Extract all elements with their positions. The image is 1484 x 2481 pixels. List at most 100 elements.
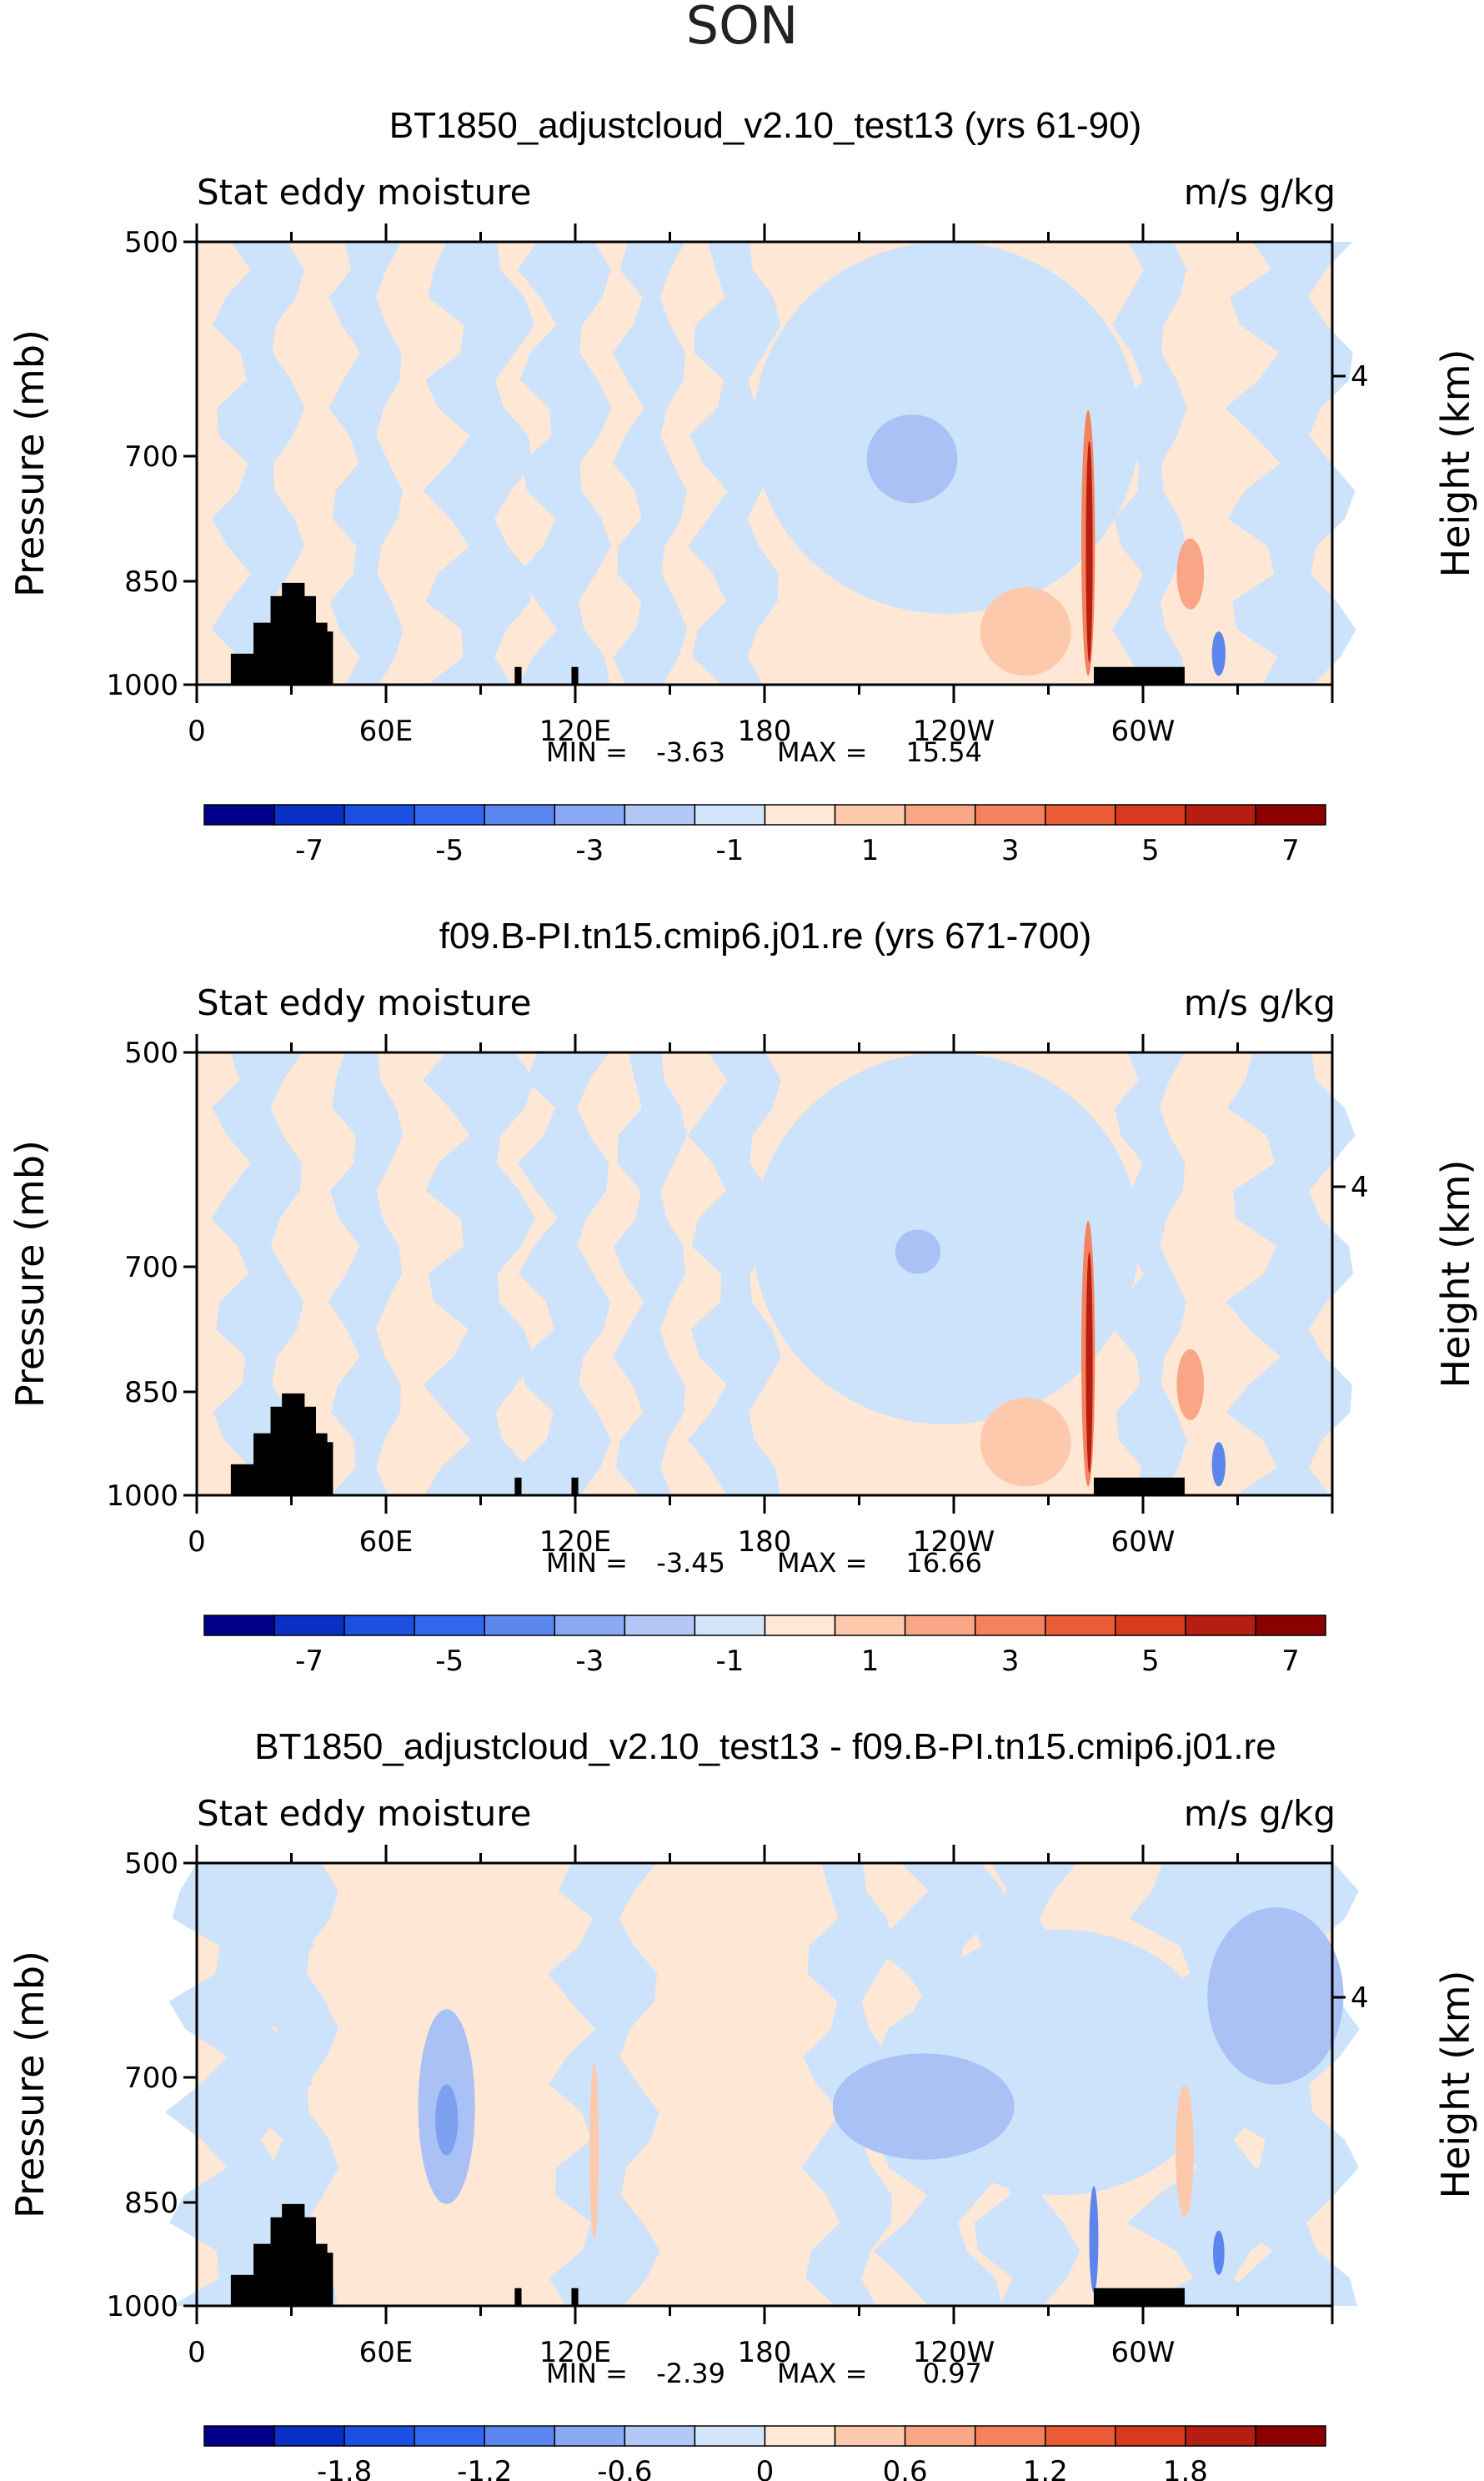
terrain-block xyxy=(1093,666,1185,685)
colorbar-swatch xyxy=(764,2425,836,2447)
units-label: m/s g/kg xyxy=(1184,982,1336,1023)
panel-title: BT1850_adjustcloud_v2.10_test13 (yrs 61-… xyxy=(389,105,1142,146)
panel-title: BT1850_adjustcloud_v2.10_test13 - f09.B-… xyxy=(254,1726,1276,1767)
colorbar-swatch xyxy=(414,2425,485,2447)
contour-plot xyxy=(197,1052,1356,1495)
terrain-block xyxy=(287,2252,333,2306)
panel-title: f09.B-PI.tn15.cmip6.j01.re (yrs 671-700) xyxy=(439,916,1092,957)
colorbar-swatch xyxy=(484,804,556,826)
variable-label: Stat eddy moisture xyxy=(197,982,531,1023)
y-right-axis-label: Height (km) xyxy=(1433,1970,1478,2198)
y-right-axis-label: Height (km) xyxy=(1433,349,1478,577)
colorbar-swatch xyxy=(974,1615,1046,1636)
positive-contour xyxy=(980,1398,1071,1487)
colorbar: -7 -5 -3 -1 1 3 5 7 xyxy=(203,804,1326,867)
colorbar-label: -3 xyxy=(575,834,604,867)
colorbar-swatch xyxy=(1185,1615,1256,1636)
negative-contour xyxy=(423,242,535,685)
min-label: MIN = xyxy=(546,736,628,768)
colorbar-label: -1.8 xyxy=(317,2455,372,2481)
colorbar-swatch xyxy=(694,1615,766,1636)
variable-label: Stat eddy moisture xyxy=(197,172,531,213)
y-tick-label: 850 xyxy=(124,2187,178,2220)
colorbar-swatch xyxy=(1045,804,1116,826)
negative-contour xyxy=(688,242,781,685)
y-right-tick-label: 4 xyxy=(1351,1981,1369,2015)
colorbar-swatch xyxy=(554,2425,626,2447)
negative-contour xyxy=(612,242,688,685)
colorbar-swatch xyxy=(1255,2425,1326,2447)
colorbar-swatch xyxy=(273,804,345,826)
colorbar-swatch xyxy=(904,1615,976,1636)
negative-contour xyxy=(211,1052,305,1495)
colorbar-swatch xyxy=(694,804,766,826)
colorbar-label: 1.2 xyxy=(1023,2455,1068,2481)
positive-contour-strong xyxy=(1085,1251,1093,1474)
terrain-block xyxy=(571,666,579,685)
positive-contour-strong xyxy=(1085,440,1093,663)
y-tick-label: 500 xyxy=(124,226,178,259)
panel-1: BT1850_adjustcloud_v2.10_test13 (yrs 61-… xyxy=(8,105,1478,867)
colorbar-swatch xyxy=(343,2425,415,2447)
negative-contour xyxy=(328,1052,404,1495)
x-tick-label: 60E xyxy=(359,1525,414,1559)
negative-contour xyxy=(753,242,1140,615)
negative-contour-strong xyxy=(1207,1907,1344,2085)
positive-contour xyxy=(589,2062,599,2240)
y-axis-label: Pressure (mb) xyxy=(8,329,53,597)
colorbar-label: 1 xyxy=(861,1645,880,1678)
colorbar-swatch xyxy=(1115,804,1186,826)
x-tick-label: 0 xyxy=(188,2336,206,2369)
negative-contour xyxy=(1111,1052,1187,1495)
colorbar-label: 1.8 xyxy=(1163,2455,1208,2481)
x-tick-label: 120E xyxy=(539,715,611,748)
negative-contour-strong xyxy=(1212,2230,1225,2275)
min-label: MIN = xyxy=(546,1547,628,1579)
x-tick-label: 0 xyxy=(188,715,206,748)
positive-contour xyxy=(980,587,1071,676)
colorbar-swatch xyxy=(1045,1615,1116,1636)
colorbar-swatch xyxy=(974,804,1046,826)
colorbar-swatch xyxy=(554,1615,626,1636)
min-value: -2.39 xyxy=(656,2358,725,2389)
min-value: -3.63 xyxy=(656,736,725,768)
min-value: -3.45 xyxy=(656,1547,725,1579)
colorbar-swatch xyxy=(624,804,696,826)
y-axis-label: Pressure (mb) xyxy=(8,1951,53,2218)
colorbar-swatch xyxy=(904,2425,976,2447)
colorbar-label: 0 xyxy=(756,2455,775,2481)
colorbar-label: -1 xyxy=(716,1645,745,1678)
negative-contour xyxy=(244,1863,339,2306)
negative-contour xyxy=(753,1052,1140,1425)
colorbar-swatch xyxy=(484,1615,556,1636)
y-tick-label: 850 xyxy=(124,1376,178,1409)
terrain-mask xyxy=(230,582,1185,685)
contour-plot xyxy=(164,1863,1360,2306)
negative-contour-strong xyxy=(832,2053,1015,2160)
colorbar-swatch xyxy=(554,804,626,826)
colorbar-swatch xyxy=(273,2425,345,2447)
colorbar-swatch xyxy=(834,2425,906,2447)
colorbar-swatch xyxy=(1115,1615,1186,1636)
x-tick-label: 60W xyxy=(1111,2336,1176,2369)
colorbar-label: 3 xyxy=(1001,1645,1020,1678)
colorbar-swatch xyxy=(484,2425,556,2447)
colorbar-swatch xyxy=(203,804,275,826)
y-tick-label: 1000 xyxy=(106,2290,178,2323)
y-axis-label: Pressure (mb) xyxy=(8,1140,53,1408)
y-right-tick-label: 4 xyxy=(1351,360,1369,394)
negative-contour xyxy=(1226,1052,1356,1495)
y-tick-label: 500 xyxy=(124,1847,178,1881)
colorbar-swatch xyxy=(694,2425,766,2447)
max-label: MAX = xyxy=(777,736,867,768)
colorbar-swatch xyxy=(974,2425,1046,2447)
negative-contour xyxy=(1225,242,1356,685)
negative-contour xyxy=(517,242,612,685)
negative-contour-strong xyxy=(435,2084,459,2156)
negative-contour-strong xyxy=(1089,2186,1099,2293)
colorbar-label: 1 xyxy=(861,834,880,867)
max-value: 15.54 xyxy=(905,736,982,768)
negative-contour-strong xyxy=(866,414,958,504)
y-tick-label: 700 xyxy=(124,1251,178,1284)
